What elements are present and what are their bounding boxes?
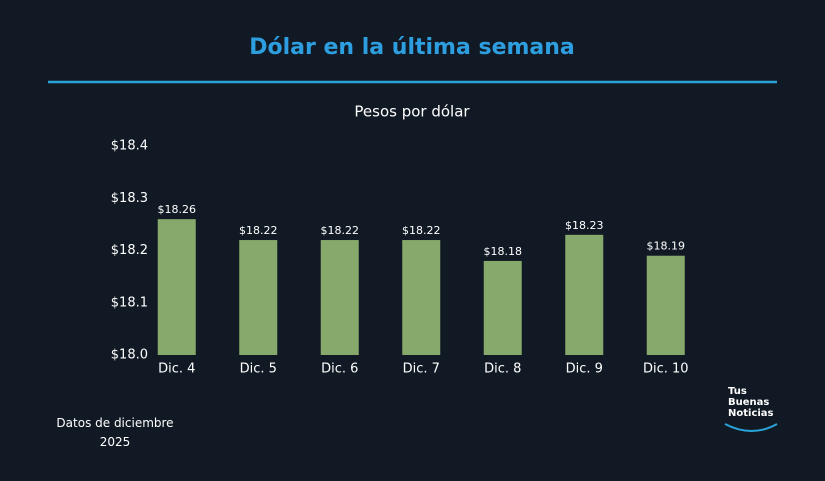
value-label: $18.18 [484,245,523,258]
logo-swoosh [724,423,778,432]
x-tick-label: Dic. 8 [484,362,521,377]
footer-note: Datos de diciembre 2025 [56,416,174,449]
bar [320,240,359,355]
logo-text: Tus [728,386,747,397]
bar [239,240,278,355]
chart-subtitle: Pesos por dólar [354,103,470,121]
chart-title: Dólar en la última semana [249,35,575,60]
bar [483,260,522,355]
value-label: $18.22 [321,224,360,237]
bar [157,219,196,355]
y-tick-label: $18.2 [111,243,148,258]
x-tick-label: Dic. 5 [240,362,277,377]
value-label: $18.26 [158,203,197,216]
value-label: $18.23 [565,219,604,232]
logo-text: Noticias [728,408,774,419]
x-tick-label: Dic. 7 [403,362,440,377]
x-tick-label: Dic. 4 [158,362,195,377]
bar [565,234,604,355]
y-tick-label: $18.4 [111,139,148,154]
x-tick-label: Dic. 6 [321,362,358,377]
bar [646,255,685,355]
y-tick-label: $18.0 [111,348,148,363]
note-box: Datos de diciembre 2025 [56,416,174,449]
y-tick-label: $18.1 [111,295,148,310]
x-tick-label: Dic. 9 [566,362,603,377]
value-label: $18.22 [239,224,278,237]
y-tick-label: $18.3 [111,191,148,206]
x-tick-label: Dic. 10 [643,362,689,377]
value-label: $18.19 [647,240,686,253]
bar [402,240,441,355]
logo-text: Buenas [728,397,769,408]
value-label: $18.22 [402,224,441,237]
